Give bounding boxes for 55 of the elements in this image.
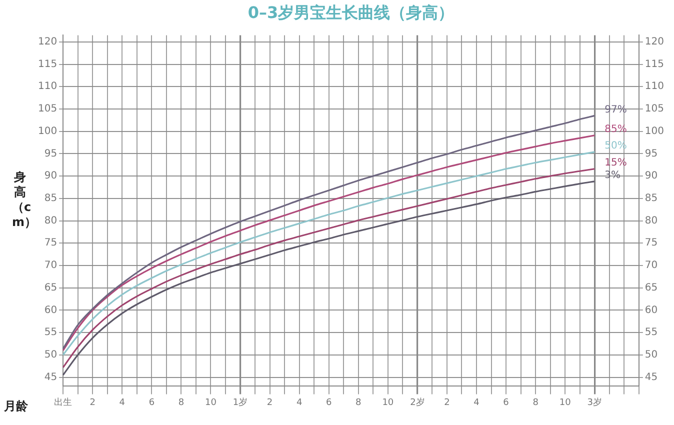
x-tick-label: 6	[503, 398, 510, 408]
y2-tick-label: 105	[644, 104, 664, 115]
x-tick-label: 2	[444, 398, 450, 408]
y2-tick-label: 45	[644, 372, 658, 383]
x-tick-label: 2	[90, 398, 96, 408]
y-tick-label: 110	[38, 81, 58, 92]
x-tick-label: 2	[266, 398, 273, 408]
series-label: 15%	[604, 157, 627, 168]
y2-tick-label: 95	[644, 148, 658, 160]
y2-tick-label: 55	[644, 327, 658, 338]
y2-tick-label: 80	[644, 215, 658, 226]
x-tick-label: 10	[382, 398, 394, 408]
x-tick-label: 4	[296, 398, 302, 408]
y-tick-label: 75	[44, 238, 58, 249]
y-tick-label: 105	[38, 104, 58, 115]
y2-tick-label: 115	[644, 58, 664, 70]
y-tick-label: 45	[44, 372, 58, 383]
x-tick-label: 8	[356, 398, 362, 408]
x-axis-title: 月龄	[4, 398, 28, 415]
y2-tick-label: 110	[644, 81, 664, 92]
y-tick-label: 120	[38, 36, 58, 48]
x-tick-label: 6	[148, 398, 155, 408]
y-tick-label: 100	[38, 126, 58, 137]
y2-tick-label: 90	[644, 170, 658, 182]
x-tick-label: 4	[474, 398, 480, 408]
y-tick-label: 60	[44, 304, 58, 316]
y2-tick-label: 60	[644, 304, 658, 316]
y-tick-label: 115	[38, 58, 58, 70]
y2-tick-label: 65	[644, 282, 658, 294]
x-tick-label: 1岁	[232, 396, 248, 408]
x-tick-label: 8	[532, 398, 539, 408]
x-tick-label: 出生	[54, 396, 72, 408]
y2-tick-label: 85	[644, 193, 658, 204]
y-tick-label: 90	[44, 170, 58, 182]
x-tick-label: 8	[178, 398, 184, 408]
x-tick-label: 4	[119, 398, 126, 408]
y2-tick-label: 100	[644, 126, 664, 137]
y2-tick-label: 120	[644, 36, 664, 48]
y-tick-label: 50	[44, 349, 58, 360]
y2-tick-label: 75	[644, 238, 658, 249]
y-tick-label: 65	[44, 282, 58, 294]
y-tick-label: 80	[44, 215, 58, 226]
y-tick-label: 85	[44, 193, 58, 204]
y-tick-label: 95	[44, 148, 58, 160]
chart-title: 0–3岁男宝生长曲线（身高）	[248, 2, 454, 22]
x-tick-label: 3岁	[587, 396, 602, 408]
y-axis-title: 身高（cm）	[12, 170, 37, 230]
x-tick-label: 10	[559, 398, 572, 408]
y2-tick-label: 50	[644, 349, 658, 360]
x-tick-label: 6	[326, 398, 332, 408]
y-tick-label: 70	[44, 260, 58, 272]
x-tick-label: 10	[205, 398, 217, 408]
y-tick-label: 55	[44, 327, 58, 338]
y2-tick-label: 70	[644, 260, 658, 272]
x-tick-label: 2岁	[410, 396, 425, 408]
